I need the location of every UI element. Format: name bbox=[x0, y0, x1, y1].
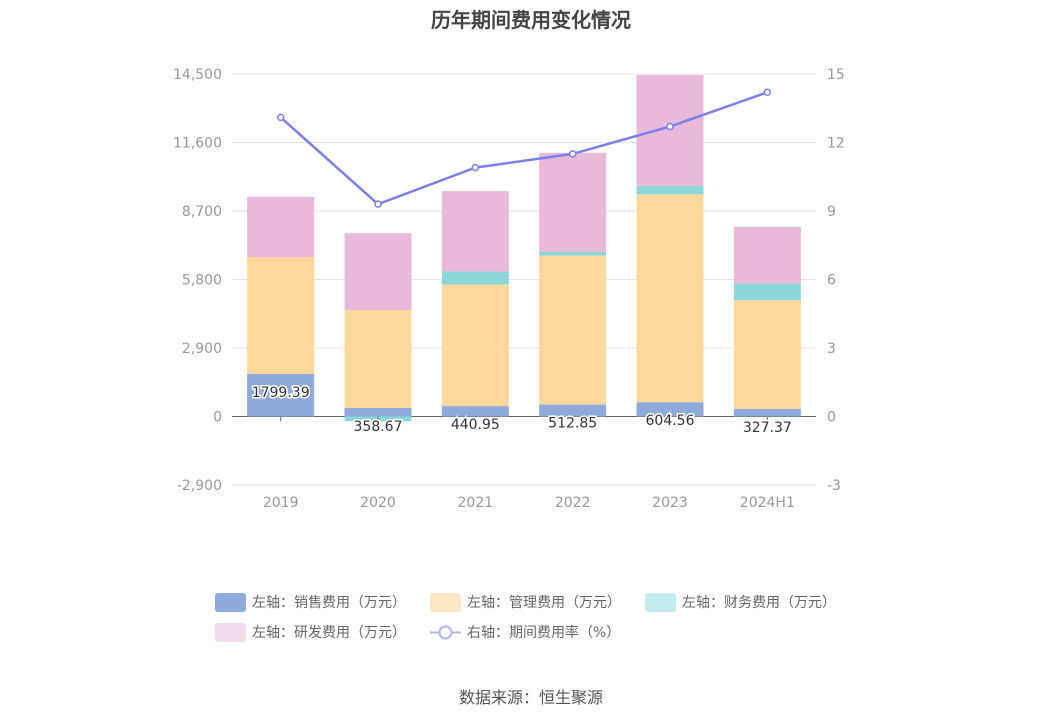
y-right-tick-label: -3 bbox=[827, 478, 841, 494]
data-label: 512.85 bbox=[548, 415, 597, 431]
bar-segment bbox=[733, 226, 801, 284]
bar-segment bbox=[733, 300, 801, 409]
y-right-tick-label: 3 bbox=[827, 341, 836, 357]
legend-label-rnd: 左轴：研发费用（万元） bbox=[252, 625, 406, 641]
source-note: 数据来源：恒生聚源 bbox=[458, 688, 603, 707]
chart-title: 历年期间费用变化情况 bbox=[431, 8, 631, 32]
legend-swatch-admin bbox=[430, 592, 461, 612]
rate-point bbox=[763, 88, 772, 97]
legend-item-rate[interactable]: 右轴：期间费用率（%） bbox=[430, 622, 620, 642]
y-right-tick-label: 0 bbox=[827, 410, 836, 426]
bar-segment bbox=[539, 404, 607, 417]
data-label: 1799.39 bbox=[252, 385, 310, 401]
data-label: 327.37 bbox=[743, 420, 792, 436]
x-tick-label: 2021 bbox=[458, 495, 494, 511]
y-right-tick-label: 12 bbox=[827, 136, 845, 152]
bar-segment bbox=[636, 186, 704, 195]
legend-label-admin: 左轴：管理费用（万元） bbox=[467, 595, 621, 611]
legend-swatch-sales bbox=[215, 592, 246, 612]
rate-point bbox=[666, 122, 674, 131]
data-label: 358.67 bbox=[354, 419, 403, 435]
bar-segment bbox=[539, 255, 607, 405]
rate-point bbox=[374, 200, 382, 208]
y-left-tick-label: 14,500 bbox=[173, 67, 222, 83]
rate-point bbox=[276, 113, 285, 122]
bar-segment bbox=[247, 257, 315, 374]
y-right-tick-label: 6 bbox=[827, 273, 836, 289]
y-left-tick-label: 2,900 bbox=[182, 341, 222, 357]
y-left-tick-label: -2,900 bbox=[177, 478, 222, 494]
bar-segment bbox=[441, 191, 509, 272]
x-tick-label: 2019 bbox=[263, 495, 299, 511]
legend-line-rate-icon bbox=[430, 625, 461, 639]
legend-label-finance: 左轴：财务费用（万元） bbox=[682, 595, 836, 611]
y-right-tick-label: 9 bbox=[827, 204, 836, 220]
bar-segment bbox=[344, 408, 412, 417]
bar-segment bbox=[441, 406, 509, 417]
rate-line bbox=[279, 91, 768, 206]
y-left-tick-label: 0 bbox=[213, 410, 222, 426]
rate-point bbox=[471, 163, 480, 172]
rate-point bbox=[568, 150, 577, 158]
bar-segment bbox=[636, 194, 704, 403]
legend-swatch-finance bbox=[645, 592, 676, 612]
bar-segment bbox=[733, 283, 801, 301]
bar-segment bbox=[539, 152, 607, 253]
data-label: 604.56 bbox=[646, 413, 695, 429]
bar-segment bbox=[247, 196, 315, 258]
bar-segment bbox=[441, 284, 509, 407]
x-tick-label: 2022 bbox=[555, 495, 591, 511]
legend-swatch-rnd bbox=[215, 622, 246, 642]
bar-segment bbox=[733, 408, 801, 417]
legend-label-rate: 右轴：期间费用率（%） bbox=[467, 625, 621, 641]
legend-item-finance[interactable]: 左轴：财务费用（万元） bbox=[645, 592, 836, 612]
bar-segment bbox=[247, 373, 315, 417]
bar-segment bbox=[636, 402, 704, 417]
bar-segment bbox=[636, 75, 704, 187]
x-tick-label: 2024H1 bbox=[740, 495, 795, 511]
legend-item-admin[interactable]: 左轴：管理费用（万元） bbox=[430, 592, 621, 612]
y-left-tick-label: 8,700 bbox=[182, 204, 222, 220]
y-right-tick-label: 15 bbox=[827, 67, 845, 83]
data-label: 440.95 bbox=[451, 417, 500, 433]
bar-segment bbox=[344, 310, 412, 409]
x-tick-label: 2023 bbox=[652, 495, 688, 511]
bar-segment bbox=[441, 271, 509, 285]
legend-item-sales[interactable]: 左轴：销售费用（万元） bbox=[215, 592, 406, 612]
x-tick-label: 2020 bbox=[360, 495, 396, 511]
y-left-tick-label: 5,800 bbox=[182, 273, 222, 289]
y-left-tick-label: 11,600 bbox=[173, 136, 222, 152]
bar-segment bbox=[344, 233, 412, 311]
bar-segment bbox=[539, 252, 607, 256]
legend-label-sales: 左轴：销售费用（万元） bbox=[252, 595, 406, 611]
legend-item-rnd[interactable]: 左轴：研发费用（万元） bbox=[215, 622, 406, 642]
